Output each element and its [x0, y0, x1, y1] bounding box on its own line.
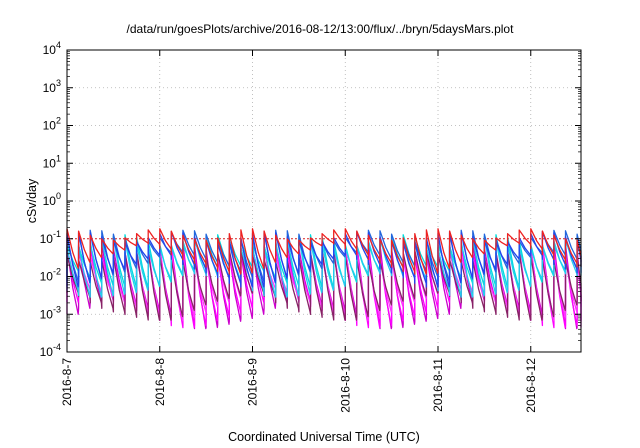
x-axis-ticks: 2016-8-7 2016-8-8 2016-8-9 2016-8-10 2016-8-…	[60, 50, 538, 413]
x-axis-label: Coordinated Universal Time (UTC)	[228, 430, 420, 444]
chart-title: /data/run/goesPlots/archive/2016-08-12/1…	[126, 22, 514, 36]
y-tick-label: 104	[43, 40, 61, 57]
x-tick-label: 2016-8-8	[153, 358, 167, 406]
x-tick-label: 2016-8-9	[246, 358, 260, 406]
y-tick-label: 101	[43, 153, 61, 170]
y-tick-label: 103	[43, 78, 61, 95]
x-tick-label: 2016-8-12	[524, 358, 538, 413]
y-tick-label: 10-3	[40, 304, 61, 321]
x-tick-label: 2016-8-7	[60, 358, 74, 406]
x-tick-label: 2016-8-11	[431, 358, 445, 412]
y-tick-label: 10-1	[40, 229, 61, 246]
y-tick-label: 102	[43, 116, 61, 133]
series-line	[66, 230, 582, 288]
y-tick-label: 10-2	[40, 267, 61, 284]
y-axis-label: cSv/day	[25, 178, 39, 223]
y-tick-label: 10-4	[40, 342, 61, 359]
series-line	[66, 228, 582, 275]
series-layer	[66, 228, 582, 330]
y-tick-label: 100	[43, 191, 61, 208]
series-line	[66, 249, 582, 321]
x-tick-label: 2016-8-10	[338, 358, 352, 413]
grid-lines	[67, 50, 581, 352]
